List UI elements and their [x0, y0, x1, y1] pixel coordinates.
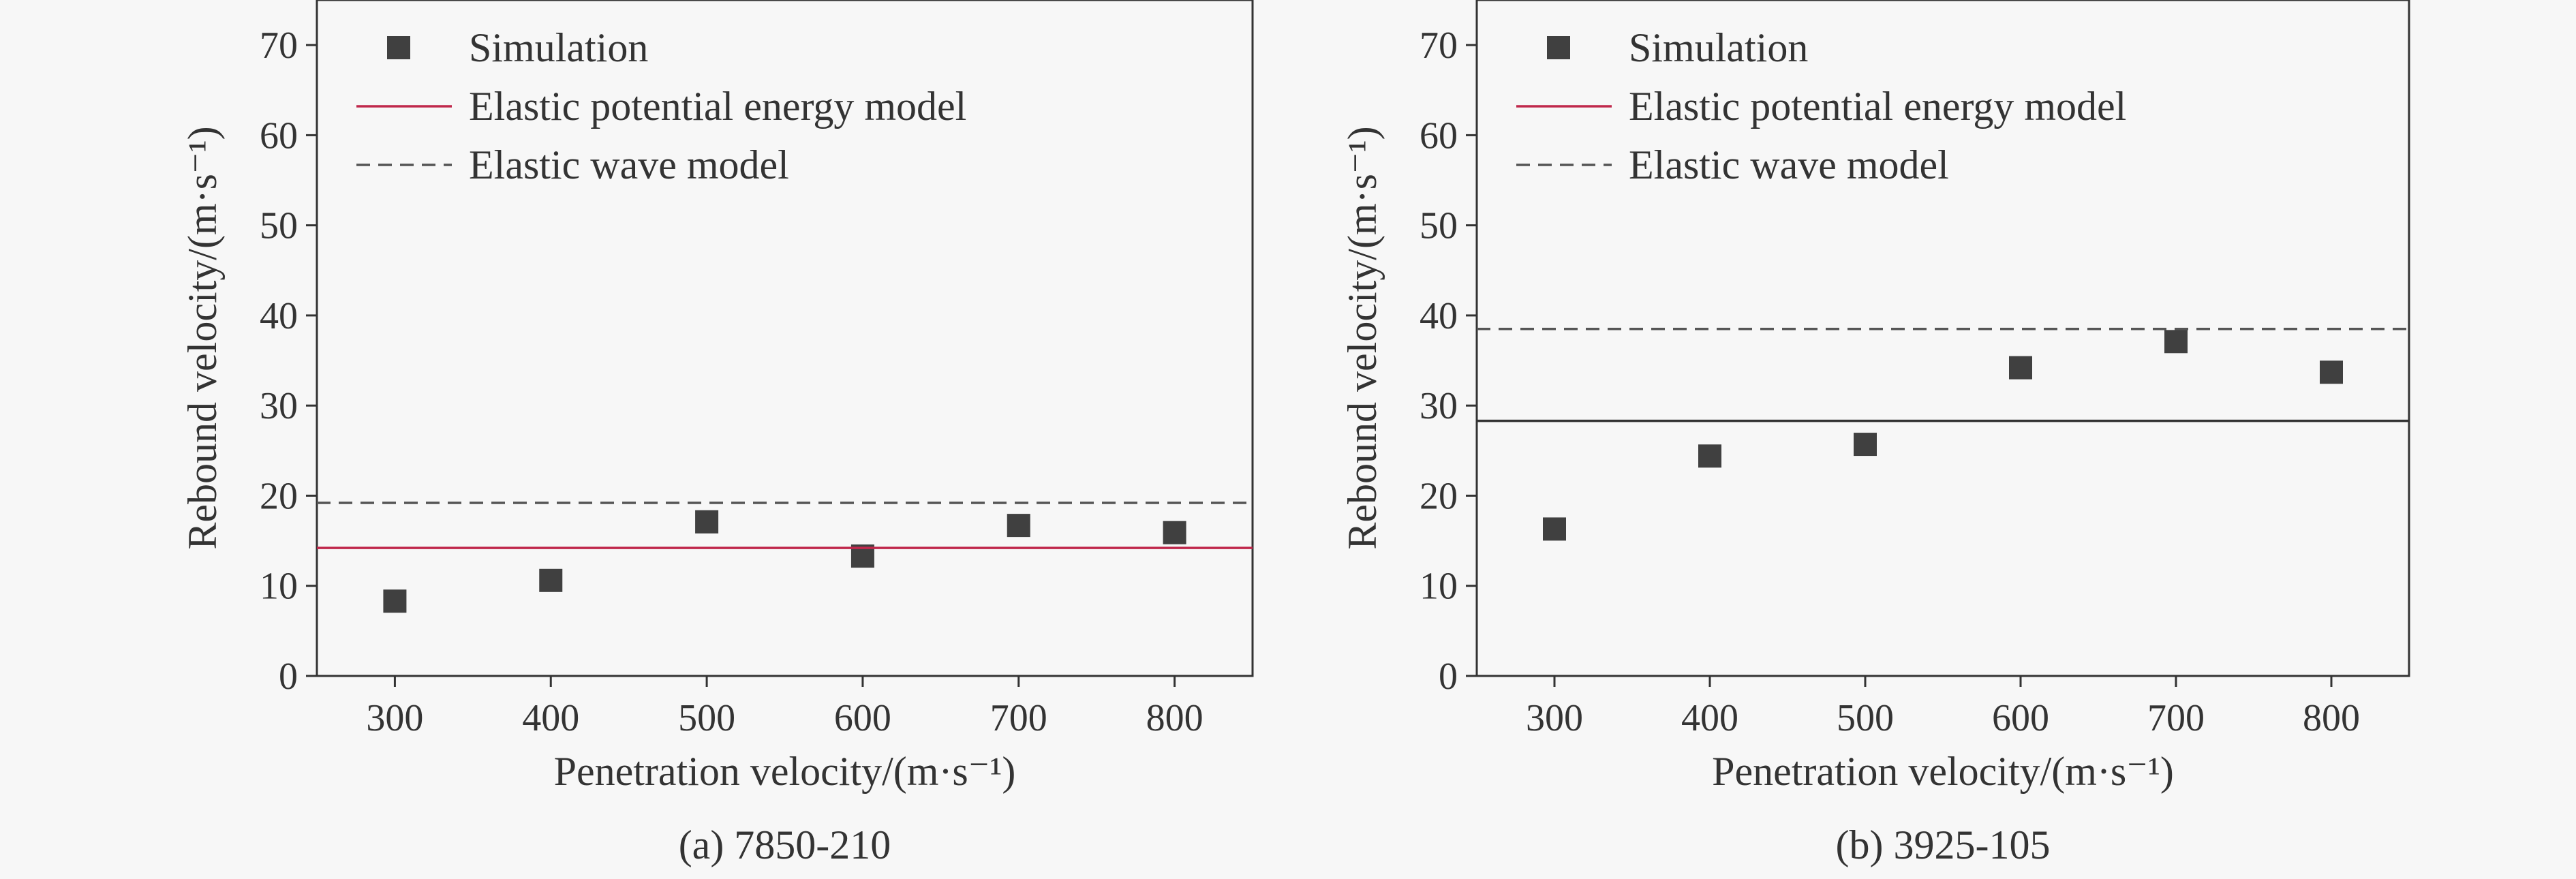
- plot-frame: [1475, 0, 2410, 677]
- legend-marker-simulation: [387, 36, 410, 59]
- y-axis-title: Rebound velocity/(m·s⁻¹): [1340, 126, 1385, 549]
- y-tick-label: 20: [260, 475, 298, 517]
- simulation-point: [1163, 521, 1186, 544]
- y-tick-label: 10: [1420, 566, 1458, 608]
- y-tick-label: 0: [279, 656, 298, 698]
- y-tick-label: 60: [260, 114, 298, 157]
- panel-b: 0 10 20 30 40 50 60 70 300 400 500 600 700 800 Penetra…: [1340, 0, 2410, 867]
- x-tick-label: 700: [990, 697, 1047, 739]
- y-tick-label: 40: [260, 295, 298, 337]
- panel-caption: (a) 7850-210: [679, 822, 891, 867]
- plot-frame: [316, 0, 1254, 677]
- y-tick-label: 30: [1420, 385, 1458, 427]
- legend-label: Simulation: [1629, 25, 1808, 70]
- simulation-point: [1007, 514, 1030, 538]
- x-tick-label: 800: [1146, 697, 1203, 739]
- y-tick-label: 20: [1420, 475, 1458, 517]
- legend-label: Simulation: [469, 25, 648, 70]
- panel-caption: (b) 3925-105: [1836, 822, 2051, 867]
- x-tick-label: 400: [522, 697, 579, 739]
- x-axis-title: Penetration velocity/(m·s⁻¹): [554, 749, 1016, 794]
- legend-marker-simulation: [1547, 36, 1570, 59]
- y-tick-label: 70: [260, 25, 298, 67]
- simulation-point: [1854, 433, 1877, 457]
- panel-a: 0 10 20 30 40 50 60 70 300 400 500 600 700 800 Penetra…: [180, 0, 1254, 867]
- simulation-point: [2320, 360, 2343, 384]
- y-tick-label: 50: [260, 205, 298, 247]
- y-tick-label: 70: [1420, 25, 1458, 67]
- simulation-point: [383, 589, 407, 613]
- y-tick-label: 0: [1439, 656, 1458, 698]
- simulation-point: [2009, 356, 2032, 380]
- x-tick-label: 400: [1681, 697, 1738, 739]
- y-tick-label: 10: [260, 566, 298, 608]
- x-tick-label: 600: [1992, 697, 2049, 739]
- x-tick-label: 500: [1837, 697, 1894, 739]
- legend-label: Elastic wave model: [1629, 142, 1949, 187]
- x-tick-label: 300: [366, 697, 423, 739]
- simulation-point: [1543, 517, 1566, 541]
- legend-label: Elastic potential energy model: [469, 84, 966, 129]
- simulation-point: [2164, 330, 2188, 354]
- simulation-point: [539, 568, 563, 592]
- simulation-point: [695, 510, 719, 534]
- legend-label: Elastic wave model: [469, 142, 789, 187]
- simulation-point: [1698, 444, 1721, 468]
- y-tick-label: 60: [1420, 114, 1458, 157]
- y-axis-title: Rebound velocity/(m·s⁻¹): [180, 126, 225, 549]
- x-tick-label: 500: [678, 697, 735, 739]
- y-tick-label: 40: [1420, 295, 1458, 337]
- x-tick-label: 700: [2147, 697, 2205, 739]
- x-tick-label: 800: [2303, 697, 2360, 739]
- y-tick-label: 30: [260, 385, 298, 427]
- y-tick-label: 50: [1420, 205, 1458, 247]
- legend-label: Elastic potential energy model: [1629, 84, 2126, 129]
- x-tick-label: 600: [834, 697, 891, 739]
- x-axis-title: Penetration velocity/(m·s⁻¹): [1712, 749, 2174, 794]
- x-tick-label: 300: [1526, 697, 1583, 739]
